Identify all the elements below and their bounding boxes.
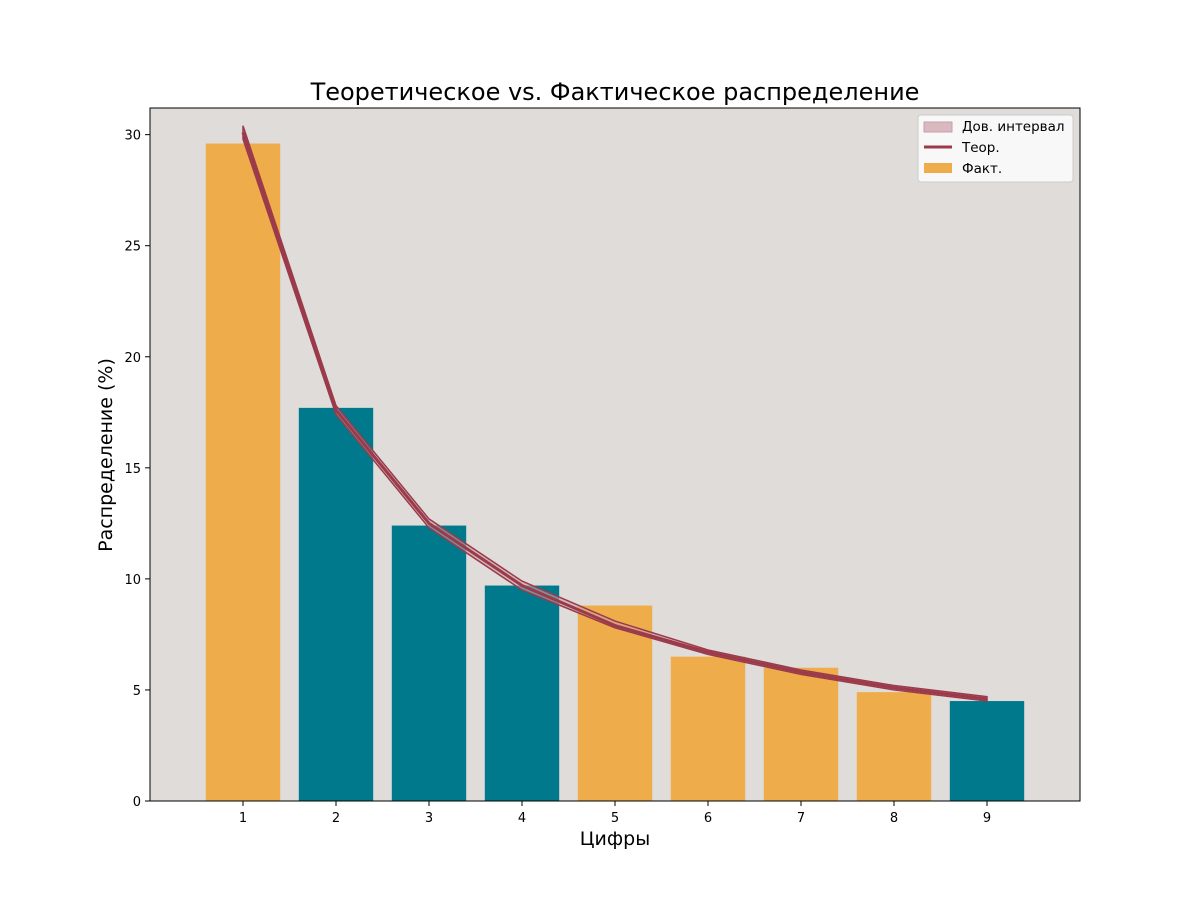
- legend-box: [917, 114, 1074, 183]
- legend-swatch-bar: [924, 163, 952, 173]
- bar-4: [484, 585, 560, 801]
- confidence-band-layer: [242, 125, 988, 702]
- x-tick-label-5: 5: [611, 811, 619, 826]
- x-tick-label-1: 1: [239, 811, 247, 826]
- y-tick-label-15: 15: [124, 462, 141, 477]
- bar-6: [670, 656, 746, 801]
- x-tick-label-3: 3: [425, 811, 433, 826]
- y-tick-label-10: 10: [124, 573, 141, 588]
- theory-line-layer: [241, 131, 988, 701]
- chart-title: Теоретическое vs. Фактическое распределе…: [310, 78, 920, 106]
- x-tick-label-4: 4: [518, 811, 526, 826]
- x-tick-label-2: 2: [332, 811, 340, 826]
- y-tick-label-25: 25: [124, 240, 141, 255]
- x-axis: 1 2 3 4 5 6 7 8 9: [239, 801, 991, 826]
- y-tick-label-0: 0: [133, 795, 141, 810]
- y-axis: 0 5 10 15 20 25 30: [124, 129, 150, 810]
- y-tick-label-30: 30: [124, 129, 141, 144]
- bar-5: [577, 605, 653, 801]
- bar-8: [856, 692, 932, 801]
- bars-layer: [205, 143, 1025, 802]
- x-axis-title: Цифры: [580, 828, 650, 850]
- legend: Дов. интервал Теор. Факт.: [917, 114, 1074, 183]
- legend-label-band: Дов. интервал: [962, 119, 1065, 135]
- theory-line: [241, 131, 988, 701]
- bar-9: [949, 701, 1025, 801]
- legend-swatch-band: [923, 121, 953, 133]
- bar-1: [205, 143, 281, 802]
- y-tick-label-5: 5: [133, 684, 141, 699]
- bar-3: [391, 525, 467, 801]
- x-tick-label-8: 8: [890, 811, 898, 826]
- y-tick-label-20: 20: [124, 351, 141, 366]
- x-tick-label-7: 7: [797, 811, 805, 826]
- bar-2: [298, 407, 374, 801]
- x-tick-label-6: 6: [704, 811, 712, 826]
- legend-label-line: Теор.: [961, 140, 1000, 156]
- legend-label-bar: Факт.: [962, 161, 1002, 177]
- bar-7: [763, 667, 839, 801]
- x-tick-label-9: 9: [983, 811, 991, 826]
- confidence-band: [242, 125, 988, 702]
- y-axis-title: Распределение (%): [95, 358, 117, 552]
